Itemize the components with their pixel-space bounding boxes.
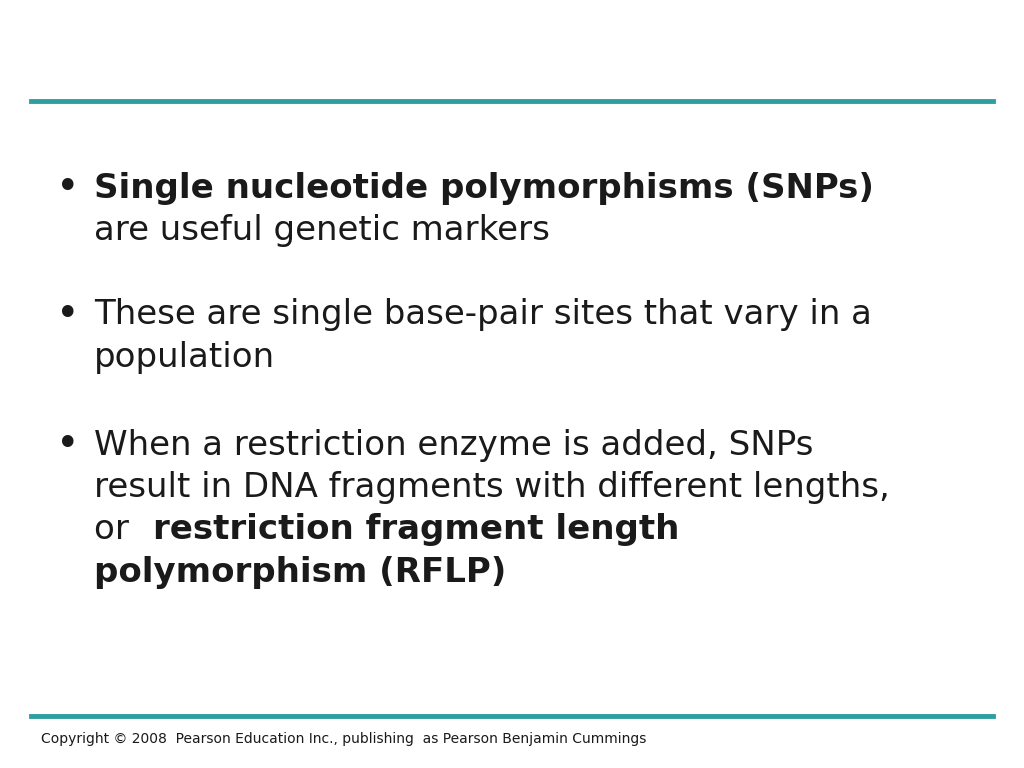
Text: When a restriction enzyme is added, SNPs: When a restriction enzyme is added, SNPs [94, 429, 814, 462]
Text: These are single base-pair sites that vary in a: These are single base-pair sites that va… [94, 299, 872, 331]
Text: restriction fragment length: restriction fragment length [154, 514, 680, 546]
Text: population: population [94, 341, 275, 373]
Text: •: • [56, 425, 80, 465]
Text: •: • [56, 168, 80, 208]
Text: Copyright © 2008  Pearson Education Inc., publishing  as Pearson Benjamin Cummin: Copyright © 2008 Pearson Education Inc.,… [41, 732, 646, 746]
Text: •: • [56, 295, 80, 335]
Text: polymorphism (RFLP): polymorphism (RFLP) [94, 556, 507, 588]
Text: or: or [94, 514, 140, 546]
Text: are useful genetic markers: are useful genetic markers [94, 214, 550, 247]
Text: result in DNA fragments with different lengths,: result in DNA fragments with different l… [94, 472, 890, 504]
Text: Single nucleotide polymorphisms (SNPs): Single nucleotide polymorphisms (SNPs) [94, 172, 874, 204]
